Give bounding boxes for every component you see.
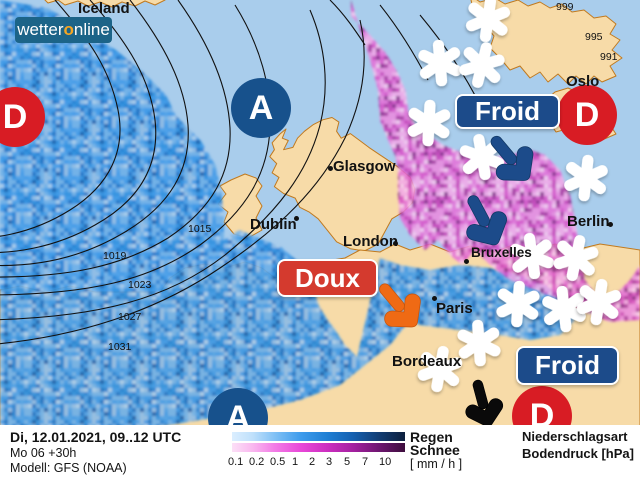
svg-text:991: 991 — [600, 51, 618, 63]
svg-text:1015: 1015 — [188, 223, 212, 235]
svg-text:1031: 1031 — [108, 341, 132, 353]
svg-text:1023: 1023 — [128, 279, 152, 291]
svg-text:1019: 1019 — [103, 250, 127, 262]
svg-text:999: 999 — [556, 1, 574, 13]
svg-text:1027: 1027 — [118, 311, 142, 323]
svg-text:995: 995 — [585, 31, 603, 43]
